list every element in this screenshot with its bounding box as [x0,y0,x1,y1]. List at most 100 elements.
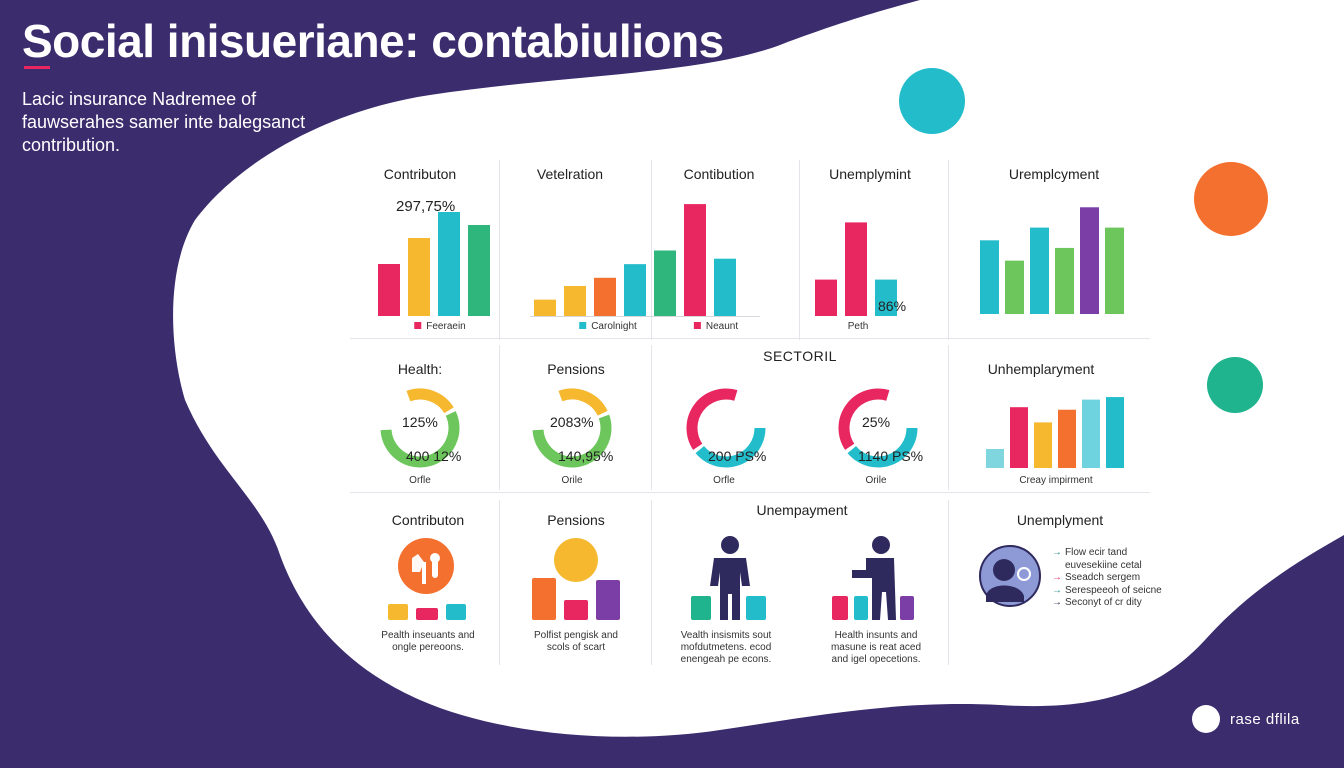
teal-circle-decoration [899,68,965,134]
list-item: →euvesekiine cetal [1052,560,1162,573]
panel-caption: Creay impirment [1019,475,1093,486]
pie-slice [695,427,766,468]
panel-caption: Orfle [409,475,431,486]
bar [875,279,897,316]
legend-label: Neaunt [705,321,739,332]
panel-title: Pensions [547,512,605,528]
caption-line: and igel opecetions. [831,654,921,665]
panel-title: Unempayment [756,502,848,518]
list-item: → Flow ecir tand [1052,547,1162,560]
grid-divider [948,345,949,490]
bar [714,258,736,316]
list-item: → Seconyt of cr dity [1052,597,1162,610]
user-avatar-icon [979,545,1041,607]
arrow-icon: → [1052,547,1062,558]
person-icon [691,536,766,620]
list-item-text: Seconyt of cr dity [1065,597,1142,608]
legend-item: Neaunt [693,321,739,332]
grid-divider [350,338,1150,339]
arrow-icon: → [1052,572,1062,583]
bar [986,449,1004,468]
bar [1030,227,1049,314]
list-item-text: Serespeeoh of seicne [1065,584,1162,596]
panel-title: Contributon [383,166,457,182]
list-item-text: Sseadch sergem [1065,572,1141,583]
pie-chart-health [380,388,460,468]
orange-circle-decoration [1194,162,1268,236]
bar [654,250,676,316]
pie-slice [847,427,918,468]
panel-value: 86% [878,298,907,314]
grid-divider [799,160,800,340]
grid-divider [651,160,652,340]
panel-caption: Orile [865,475,887,486]
caption-line: Vealth insismits sout [680,630,772,641]
list-item: → Sseadch sergem [1052,572,1162,585]
panel-title: Unemplymint [829,166,911,182]
panel-caption: Vealth insismits sout mofdutmetens. ecod… [666,630,786,666]
bar [1058,409,1076,468]
panel-value: 297,75% [396,198,456,215]
caption-line: ongle pereoons. [392,642,464,653]
list-item: → Serespeeoh of seicne [1052,585,1162,598]
grid-divider [350,492,1150,493]
panel-caption: Orfle [713,475,735,486]
brand-name: rase dflila [1230,710,1300,728]
panel-title: Pensions [547,361,605,377]
bar [1010,407,1028,468]
white-card-blob [173,0,1344,737]
bar [438,212,460,316]
pie-chart-section-b [838,388,918,468]
bar-chart-contributon [378,212,490,316]
legend-item: Feeraein [414,321,466,332]
list-item-text: euvesekiine cetal [1065,559,1142,571]
page-subtitle: Lacic insurance Nadremee of fauwserahes … [22,89,306,155]
bar [1055,247,1074,314]
legend-label: Peth [847,321,869,332]
grid-divider [651,345,652,490]
grid-divider [499,160,500,340]
legend-label: Carolnight [591,321,637,332]
bar [564,285,586,316]
bar [845,222,867,316]
arrow-icon: → [1052,597,1062,608]
bar-chart-uremplcyment [980,207,1124,314]
caption-line: Pealth inseuants and [381,630,475,641]
list-item-text: Flow ecir tand [1065,547,1128,558]
pie-value-bottom: 1140 PS% [858,448,924,464]
panel-title: Health: [397,361,443,377]
pie-value-bottom: 200 PS% [708,448,767,464]
bar [1106,397,1124,468]
arrow-icon: → [1052,584,1062,596]
bar-chart-contibution [534,204,736,316]
grid-divider [948,160,949,340]
bar [684,204,706,316]
baseline [530,316,760,317]
bar [1034,422,1052,468]
pie-slice [838,388,890,450]
pie-value-top: 25% [862,414,891,430]
panel-title: Uremplcyment [1008,166,1100,182]
panel-title: Unemplyment [1016,512,1104,528]
bar [468,225,490,316]
caption-line: Health insunts and [834,630,918,641]
bar [1005,260,1024,314]
bar-chart-unhemplaryment [986,397,1124,468]
pie-slice [406,388,454,414]
bar [1082,399,1100,468]
brand-logo: rase dflila [1192,705,1300,733]
bar [378,264,400,316]
pie-value-top: 125% [402,414,438,430]
panel-title: Contibution [683,166,755,182]
pie-slice [686,388,738,450]
panel-title: Unhemplaryment [987,361,1095,377]
pie-chart-section-a [686,388,766,468]
caption-line: masune is reat aced [830,642,922,653]
panel-caption: Polfist pengisk and scols of scart [516,630,636,654]
panel-caption: Orile [561,475,583,486]
pie-chart-pensions [532,388,612,468]
grid-divider [651,500,652,665]
caption-line: mofdutmetens. ecod [680,642,772,653]
panel-title: Contributon [391,512,465,528]
